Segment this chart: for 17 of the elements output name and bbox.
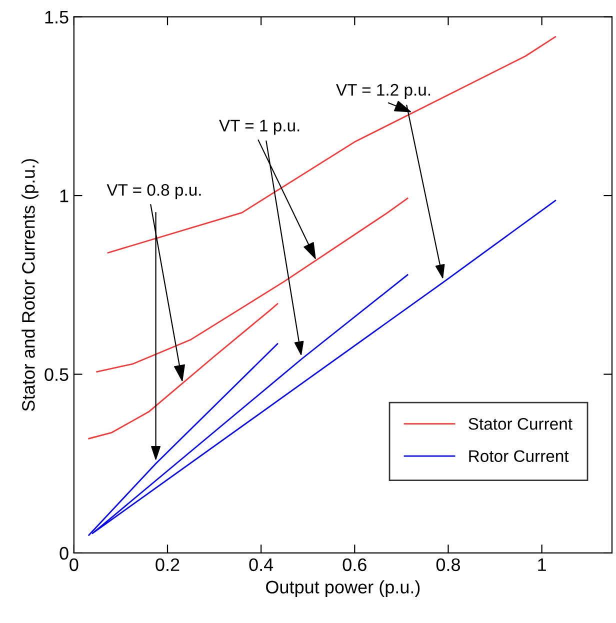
legend-label: Stator Current bbox=[468, 418, 572, 430]
x-tick-label: 0.8 bbox=[436, 558, 460, 572]
annotation: VT = 1.2 p.u. bbox=[336, 84, 430, 100]
y-tick-label: 1 bbox=[60, 190, 68, 202]
x-tick-label: 0 bbox=[70, 558, 78, 572]
x-tick-label: 0.2 bbox=[156, 558, 180, 572]
x-tick-label: 1 bbox=[538, 558, 546, 571]
annotation: VT = 0.8 p.u. bbox=[106, 184, 201, 200]
y-tick-label: 0.5 bbox=[44, 368, 68, 381]
annotation: VT = 1 p.u. bbox=[219, 120, 300, 135]
x-tick-label: 0.6 bbox=[342, 558, 366, 572]
x-axis-title: Output power (p.u.) bbox=[266, 580, 420, 598]
y-tick-label: 1.5 bbox=[45, 10, 68, 24]
legend-label: Rotor Current bbox=[469, 450, 569, 462]
y-axis-title: Stator and Rotor Currents (p.u.) bbox=[22, 159, 38, 412]
y-tick-label: 0 bbox=[60, 546, 68, 560]
x-tick-label: 0.4 bbox=[249, 558, 274, 572]
